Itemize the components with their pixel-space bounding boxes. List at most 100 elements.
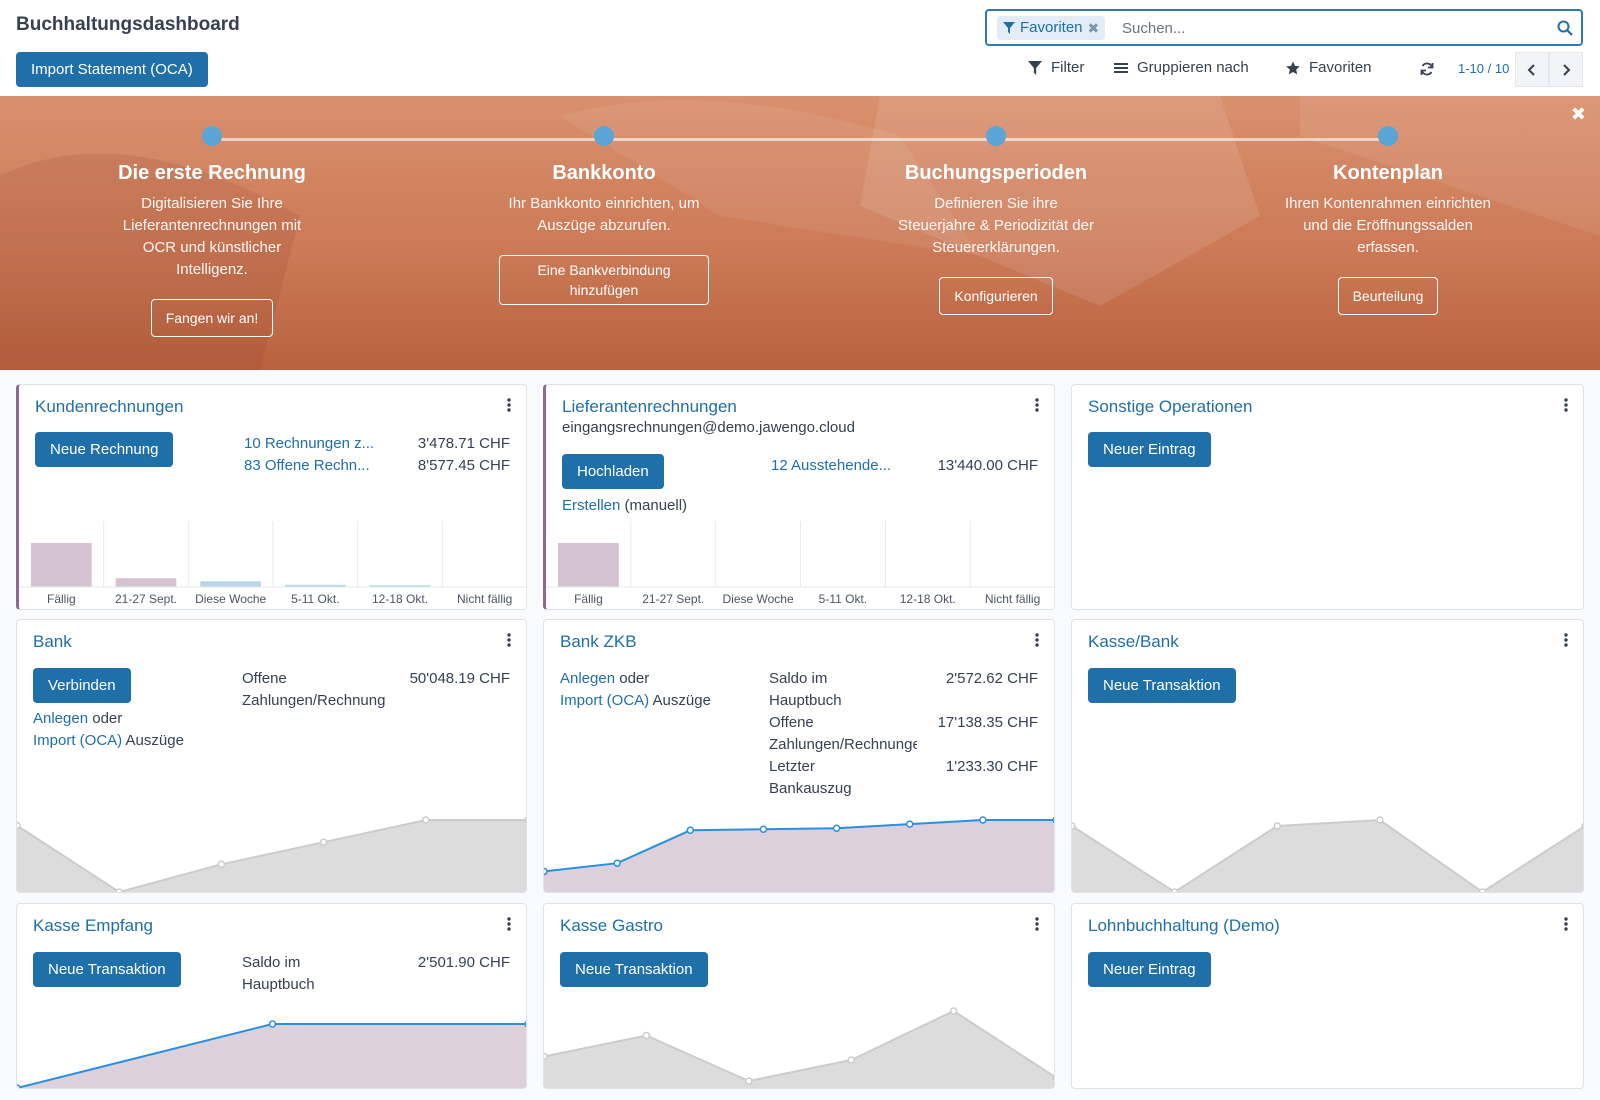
bank-balance-chart[interactable] [17, 812, 527, 892]
journal-title[interactable]: Bank [33, 632, 72, 651]
journal-card-cash-bank: Kasse/Bank Neue Transaktion [1071, 619, 1584, 893]
bill-aging-bar-chart[interactable]: Fällig 21-27 Sept. Diese Woche 5-11 Okt. 12-… [546, 517, 1055, 609]
favorites-menu-button[interactable]: Favoriten [1286, 59, 1372, 76]
import-oca-link[interactable]: Import (OCA) [33, 732, 123, 749]
configure-button[interactable]: Konfigurieren [939, 277, 1053, 315]
more-options-icon[interactable] [504, 632, 514, 648]
balance-point [268, 1020, 277, 1028]
journal-title[interactable]: Kasse Gastro [560, 916, 663, 935]
cash-gastro-balance-chart[interactable] [544, 1003, 1055, 1088]
ledger-balance-amount: 2'572.62 CHF [945, 670, 1038, 687]
new-transaction-button[interactable]: Neue Transaktion [33, 952, 181, 987]
more-options-icon[interactable] [504, 397, 514, 413]
pager-value[interactable]: 1-10 / 10 [1458, 61, 1510, 76]
chevron-left-icon [1527, 63, 1535, 76]
search-box[interactable]: Favoriten ✖ [985, 9, 1583, 46]
journal-title[interactable]: Kasse Empfang [33, 916, 154, 935]
balance-point [544, 867, 548, 876]
refresh-icon[interactable] [1420, 62, 1434, 76]
bar-Fällig [31, 543, 92, 587]
filter-icon [1028, 60, 1042, 75]
bank-zkb-balance-chart[interactable] [544, 812, 1055, 892]
filter-label: Filter [1051, 59, 1085, 76]
pager-next-button[interactable] [1549, 52, 1583, 87]
balance-point [905, 820, 914, 828]
connect-bank-button[interactable]: Verbinden [33, 668, 131, 703]
cash-bank-balance-chart[interactable] [1072, 812, 1584, 892]
step-title: Bankkonto [552, 162, 656, 184]
onboarding-banner: ✖ Die erste Rechnung Digitalisieren Sie … [0, 96, 1600, 370]
new-transaction-button[interactable]: Neue Transaktion [560, 952, 708, 987]
step-title: Kontenplan [1333, 162, 1443, 184]
bar-label: Diese Woche [723, 592, 794, 606]
journal-title[interactable]: Lieferantenrechnungen [562, 397, 737, 416]
balance-point [524, 1020, 526, 1028]
import-oca-link[interactable]: Import (OCA) [560, 692, 650, 709]
balance-line [544, 1009, 1054, 1083]
vendor-bills-email: eingangsrechnungen@demo.jawengo.cloud [562, 419, 855, 436]
journal-card-bank: Bank Verbinden Anlegen oder Import (OCA)… [16, 619, 527, 893]
journal-title[interactable]: Lohnbuchhaltung (Demo) [1088, 916, 1280, 935]
journal-title[interactable]: Kasse/Bank [1088, 632, 1179, 651]
balance-point [1581, 822, 1583, 830]
more-options-icon[interactable] [1032, 397, 1042, 413]
bar-5-11 Okt. [285, 584, 346, 587]
more-options-icon[interactable] [504, 916, 514, 932]
import-statement-button[interactable]: Import Statement (OCA) [16, 52, 208, 87]
journal-card-bank-zkb: Bank ZKB Anlegen oder Import (OCA) Auszü… [543, 619, 1055, 893]
create-or-import-row: Anlegen oder [33, 708, 122, 730]
group-by-menu-button[interactable]: Gruppieren nach [1114, 59, 1249, 76]
create-manual-row: Erstellen (manuell) [562, 495, 687, 517]
balance-point [17, 1084, 21, 1088]
invoice-aging-bar-chart[interactable]: Fällig 21-27 Sept. Diese Woche 5-11 Okt. 12-… [19, 517, 527, 609]
new-transaction-button[interactable]: Neue Transaktion [1088, 668, 1236, 703]
lets-start-button[interactable]: Fangen wir an! [150, 299, 274, 337]
onboarding-step-chart-of-accounts: Kontenplan Ihren Kontenrahmen einrichten… [1238, 126, 1538, 315]
more-options-icon[interactable] [1032, 916, 1042, 932]
journal-title[interactable]: Sonstige Operationen [1088, 397, 1253, 416]
balance-point [217, 860, 226, 869]
bar-Diese Woche [200, 581, 261, 587]
journal-title[interactable]: Kundenrechnungen [35, 397, 184, 416]
search-icon[interactable] [1557, 20, 1573, 36]
pending-bills-link[interactable]: 12 Ausstehende... [771, 457, 892, 474]
step-title: Buchungsperioden [904, 162, 1088, 184]
new-entry-button[interactable]: Neuer Eintrag [1088, 952, 1211, 987]
bar-label: Nicht fällig [985, 592, 1040, 606]
bar-label: Nicht fällig [457, 592, 512, 606]
cash-reception-balance-chart[interactable] [17, 1016, 527, 1088]
group-by-label: Gruppieren nach [1137, 59, 1249, 76]
bar-label: 12-18 Okt. [900, 592, 956, 606]
balance-point [544, 1052, 548, 1061]
upload-button[interactable]: Hochladen [562, 454, 664, 489]
search-input[interactable] [1122, 16, 1522, 40]
balance-line [544, 819, 1054, 873]
onboarding-progress-line [212, 138, 1387, 141]
control-panel: Buchhaltungsdashboard Import Statement (… [0, 0, 1600, 96]
search-facet-favorites[interactable]: Favoriten ✖ [997, 16, 1106, 40]
open-invoices-link[interactable]: 83 Offene Rechn... [244, 457, 370, 474]
close-banner-icon[interactable]: ✖ [1570, 104, 1586, 124]
create-statement-link[interactable]: Anlegen [33, 710, 89, 727]
onboarding-step-fiscal-periods: Buchungsperioden Definieren Sie ihre Ste… [846, 126, 1146, 315]
create-statement-link[interactable]: Anlegen [560, 670, 616, 687]
pager-previous-button[interactable] [1515, 52, 1549, 87]
new-invoice-button[interactable]: Neue Rechnung [35, 432, 174, 467]
remove-facet-icon[interactable]: ✖ [1087, 20, 1100, 36]
create-manual-suffix: (manuell) [624, 497, 688, 514]
review-button[interactable]: Beurteilung [1337, 277, 1439, 315]
onboarding-step-first-invoice: Die erste Rechnung Digitalisieren Sie Ih… [62, 126, 362, 337]
journal-title[interactable]: Bank ZKB [560, 632, 637, 651]
bar-Fällig [558, 543, 619, 587]
balance-point [1376, 816, 1384, 824]
create-bill-link[interactable]: Erstellen [562, 497, 621, 514]
invoices-to-validate-amount: 3'478.71 CHF [417, 435, 510, 452]
new-entry-button[interactable]: Neuer Eintrag [1088, 432, 1211, 467]
more-options-icon[interactable] [1561, 632, 1571, 648]
more-options-icon[interactable] [1561, 916, 1571, 932]
filter-menu-button[interactable]: Filter [1028, 59, 1084, 76]
more-options-icon[interactable] [1032, 632, 1042, 648]
more-options-icon[interactable] [1561, 397, 1571, 413]
add-bank-connection-button[interactable]: Eine Bankverbindung hinzufügen [499, 255, 709, 305]
invoices-to-validate-link[interactable]: 10 Rechnungen z... [244, 435, 375, 452]
